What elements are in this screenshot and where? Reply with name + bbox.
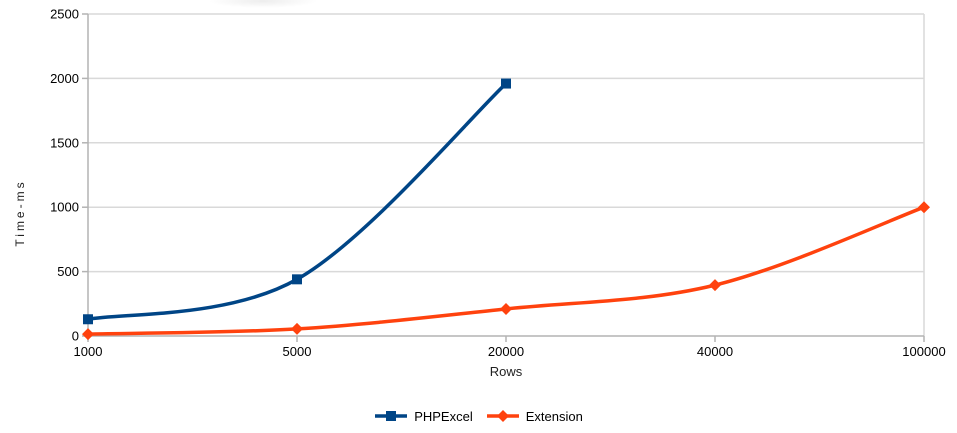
diamond-marker [709,279,721,292]
x-axis-title: Rows [490,364,523,379]
y-axis-tick-label: 2500 [50,7,79,22]
diamond-marker [291,322,303,335]
y-axis-tick-labels: 0 500 1000 1500 2000 2500 [50,7,79,344]
x-axis-tick-label: 1000 [74,344,103,359]
x-axis-tick-label: 40000 [697,344,733,359]
chart-legend: PHPExcel Extension [0,403,957,429]
y-axis-tick-label: 2000 [50,71,79,86]
series-line-extension [86,205,926,336]
square-marker [386,411,397,421]
legend-label: PHPExcel [414,408,473,424]
square-marker [83,314,93,325]
legend-item-phpexcel: PHPExcel [374,409,473,423]
diamond-marker [82,328,94,341]
diamond-marker [918,201,930,214]
square-legend-swatch-icon [375,411,408,421]
y-axis-tick-label: 1500 [50,135,79,150]
square-marker [292,274,302,285]
legend-label: Extension [525,408,583,424]
series-lines [86,81,926,336]
series-markers [82,78,930,341]
x-axis-tick-label: 20000 [488,344,524,359]
y-axis-tick-label: 500 [57,264,79,279]
diamond-marker [496,410,509,422]
y-axis-tick-label: 1000 [50,200,79,215]
square-marker [501,78,511,89]
x-axis-tick-labels: 1000 5000 20000 40000 100000 [74,344,946,359]
x-axis-tick-label: 100000 [902,344,945,359]
y-axis-title: Time-ms [13,179,27,246]
x-axis-tick-label: 5000 [283,344,312,359]
axes [82,13,925,342]
diamond-legend-swatch-icon [486,410,519,422]
y-axis-tick-label: 0 [72,329,79,344]
series-line-phpexcel [86,81,508,322]
diamond-marker [500,302,512,315]
legend-item-extension: Extension [486,409,583,423]
gridlines [88,13,925,336]
